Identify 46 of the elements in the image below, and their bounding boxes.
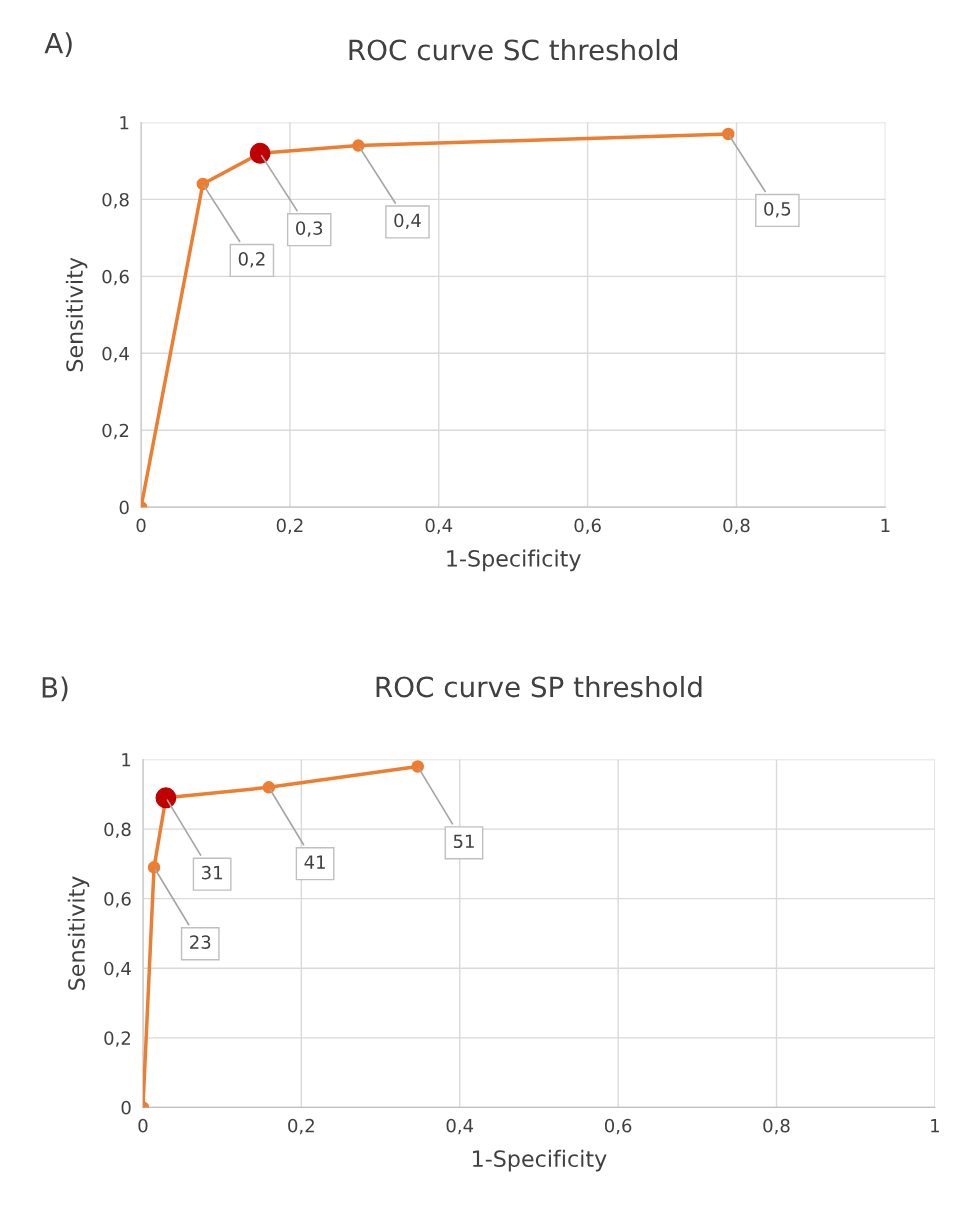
x-tick-label: 0,4 xyxy=(446,1118,474,1135)
y-tick-label: 0,4 xyxy=(104,961,131,978)
x-tick-label: 0 xyxy=(136,518,146,533)
annotation: 51 xyxy=(453,834,474,849)
y-tick-label: 0,6 xyxy=(102,269,129,286)
annotation: 23 xyxy=(190,935,211,949)
annotation: 0,3 xyxy=(296,221,323,237)
x-tick-label: 1 xyxy=(881,518,890,532)
x-tick-label: 0,4 xyxy=(425,518,453,535)
x-axis-title: 1-Specificity xyxy=(447,549,581,572)
point xyxy=(262,781,276,794)
annotation: 0,2 xyxy=(238,252,265,268)
y-tick-label: 0,4 xyxy=(102,346,129,363)
x-tick-label: 0,8 xyxy=(723,518,750,535)
point xyxy=(196,177,210,191)
annotation: 0,5 xyxy=(764,202,791,218)
y-tick-label: 0,2 xyxy=(104,1031,131,1047)
annotation: 0,4 xyxy=(394,213,421,230)
y-tick-label: 0 xyxy=(119,500,129,515)
y-tick-label: 0,2 xyxy=(102,423,129,440)
x-tick-label: 0,2 xyxy=(288,1118,314,1135)
y-axis-title: Sensitivity xyxy=(67,876,90,990)
x-tick-label: 0,2 xyxy=(276,518,303,535)
y-tick-label: 1 xyxy=(120,116,129,130)
point xyxy=(352,139,365,152)
text: B) xyxy=(42,676,68,702)
y-axis-title: Sensitivity xyxy=(65,257,88,372)
x-tick-label: 0,6 xyxy=(604,1118,632,1135)
text: A) xyxy=(44,32,72,57)
y-tick-label: 0 xyxy=(121,1100,131,1115)
chart-title: ROC curve SC threshold xyxy=(349,38,678,61)
point xyxy=(411,760,425,773)
y-tick-label: 0,8 xyxy=(104,822,131,839)
x-axis-title: 1-Specificity xyxy=(473,1149,607,1172)
chart-title: ROC curve SP threshold xyxy=(376,675,702,698)
point xyxy=(722,127,735,141)
y-tick-label: 1 xyxy=(122,753,131,767)
y-tick-label: 0,8 xyxy=(102,192,129,209)
x-tick-label: 0,8 xyxy=(763,1118,790,1135)
point xyxy=(147,861,161,874)
x-tick-label: 0,6 xyxy=(574,518,601,535)
y-tick-label: 0,6 xyxy=(104,892,131,908)
x-tick-label: 0 xyxy=(138,1118,148,1133)
annotation: 31 xyxy=(202,865,222,880)
annotation: 41 xyxy=(304,855,325,869)
x-tick-label: 1 xyxy=(931,1119,939,1133)
